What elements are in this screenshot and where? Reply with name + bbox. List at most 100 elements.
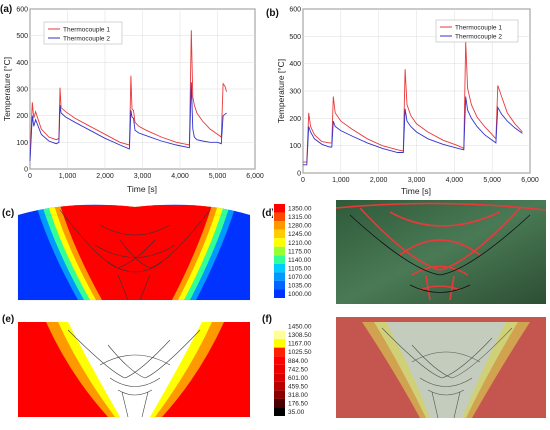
panel-d-predicted-boundaries	[336, 202, 546, 301]
chart-a-xtick-label: 1,000	[59, 173, 77, 180]
panel-f-colorbar-swatch	[274, 347, 285, 357]
chart-b-series	[303, 41, 523, 166]
chart-b-grid	[302, 8, 531, 174]
chart-a-legend-box	[43, 21, 123, 45]
chart-b-series-line-1	[303, 41, 523, 163]
panel-f-colorbar-label: 742.50	[288, 366, 308, 373]
panel-d-colorbar-label: 1140.00	[288, 257, 311, 264]
panel-f-colorbar-label: 1167.00	[288, 341, 311, 348]
panel-label-c: (c)	[2, 208, 14, 219]
panel-e-weld-pass-outlines	[67, 329, 201, 417]
panel-f-colorbar-label: 1025.50	[288, 349, 312, 356]
panel-d-colorbar-swatch	[274, 204, 285, 213]
panel-d-measured-boundaries	[349, 214, 531, 293]
chart-b-legend: Thermocouple 1 Thermocouple 2	[435, 19, 519, 43]
chart-b-xtick-label: 5,000	[483, 177, 501, 184]
chart-b-ytick-label: 600	[289, 7, 301, 14]
panel-d-colorbar-label: 1070.00	[288, 274, 312, 281]
chart-b-xlabel: Time [s]	[401, 186, 431, 196]
panel-f-colorbar-swatch	[274, 407, 285, 416]
panel-d-colorbar-label: 1035.00	[288, 282, 312, 289]
chart-b-ytick-label: 400	[289, 61, 301, 68]
panel-c-weld-pass-outlines	[59, 209, 211, 300]
panel-f-macrograph-overlay	[336, 317, 546, 418]
chart-a-ticks: 0 1,000 2,000 3,000 4,000 5,000 6,000 0 100 200 30…	[16, 7, 264, 181]
chart-b-xtick-label: 0	[301, 177, 305, 184]
chart-a-xtick-label: 6,000	[246, 173, 264, 180]
chart-b-ytick-label: 200	[289, 116, 301, 123]
panel-f-colorbar-swatch	[274, 390, 285, 399]
panel-f-colorbar-swatch	[274, 398, 285, 408]
chart-a-series	[29, 30, 227, 162]
panel-d-colorbar-swatch	[274, 238, 285, 247]
chart-b-legend-label-1: Thermocouple 1	[455, 25, 502, 32]
chart-b-series-line-2	[303, 96, 523, 166]
chart-a-ytick-label: 200	[16, 113, 28, 120]
panel-f-colorbar-swatch	[274, 356, 285, 365]
chart-a-series-line-1	[29, 30, 227, 159]
panel-label-f: (f)	[262, 314, 272, 325]
panel-d-colorbar-swatch	[274, 272, 285, 281]
chart-a-series-line-2	[29, 82, 227, 162]
panel-f-weld-pass-outlines	[381, 327, 513, 418]
chart-a-xtick-label: 0	[28, 173, 32, 180]
chart-a-ytick-label: 100	[16, 140, 28, 147]
panel-e-band-1450	[68, 322, 202, 417]
chart-a: 0 1,000 2,000 3,000 4,000 5,000 6,000 0 100 200 30…	[2, 7, 264, 195]
chart-b-ytick-label: 100	[289, 143, 301, 150]
chart-a-xtick-label: 5,000	[209, 173, 227, 180]
chart-b-xtick-label: 6,000	[521, 177, 539, 184]
panel-f-colorbar-label: 1450.00	[288, 324, 312, 331]
panel-d-colorbar-label: 1280.00	[288, 223, 312, 230]
panel-f-colorbar-swatch	[274, 322, 285, 331]
chart-a-xtick-label: 3,000	[134, 173, 152, 180]
panel-label-e: (e)	[2, 314, 14, 325]
panel-d-colorbar-swatch	[274, 255, 285, 264]
chart-b-xtick-label: 1,000	[332, 177, 350, 184]
panel-f-colorbar-label: 318.00	[288, 392, 308, 399]
panel-c-border	[17, 214, 251, 301]
panel-f-colorbar-label: 1308.50	[288, 332, 312, 339]
panel-c-contour	[17, 204, 251, 301]
panel-f-colorbar-swatch	[274, 339, 285, 348]
panel-f-colorbar-swatch	[274, 373, 285, 382]
panel-d-colorbar-swatch	[274, 246, 285, 256]
chart-a-ytick-label: 500	[16, 33, 28, 40]
panel-e-contour	[18, 322, 250, 417]
panel-f-colorbar-swatch	[274, 330, 285, 340]
panel-d-colorbar-swatch	[274, 280, 285, 290]
chart-a-ylabel: Temperature [°C]	[2, 57, 12, 121]
panel-c-band-1350	[60, 205, 212, 300]
panel-label-b: (b)	[266, 8, 279, 19]
chart-a-legend-label-1: Thermocouple 1	[63, 27, 110, 34]
panel-d-colorbar-label: 1245.00	[288, 231, 312, 238]
chart-b: 0 1,000 2,000 3,000 4,000 5,000 6,000 0 100 200 30…	[276, 7, 539, 197]
panel-d-colorbar-swatch	[274, 263, 285, 273]
chart-a-legend-label-2: Thermocouple 2	[63, 36, 110, 43]
chart-a-legend: Thermocouple 1 Thermocouple 2	[43, 21, 123, 45]
panel-f-colorbar-swatch	[274, 364, 285, 374]
chart-a-ytick-label: 0	[24, 167, 28, 174]
panel-d-macrograph	[336, 200, 546, 304]
panel-d-colorbar-label: 1210.00	[288, 240, 312, 247]
chart-a-ytick-label: 300	[16, 87, 28, 94]
chart-a-ytick-label: 600	[16, 7, 28, 14]
chart-b-xtick-label: 2,000	[370, 177, 388, 184]
panel-label-d: (d)	[262, 208, 275, 219]
panel-f-colorbar-label: 35.00	[288, 409, 305, 416]
panel-f-colorbar-label: 176.50	[288, 400, 308, 407]
chart-a-xtick-label: 4,000	[171, 173, 189, 180]
panel-f-macrograph-texture	[336, 317, 546, 418]
chart-a-xtick-label: 2,000	[96, 173, 114, 180]
panel-f-colorbar-swatch	[274, 381, 285, 391]
chart-a-ytick-label: 400	[16, 60, 28, 67]
panel-d-colorbar-swatch	[274, 221, 285, 230]
panel-d-colorbar-label: 1000.00	[288, 291, 312, 298]
chart-b-xtick-label: 4,000	[446, 177, 464, 184]
chart-b-ytick-label: 500	[289, 34, 301, 41]
panel-d-colorbar-label: 1105.00	[288, 265, 311, 272]
chart-b-ytick-label: 300	[289, 89, 301, 96]
